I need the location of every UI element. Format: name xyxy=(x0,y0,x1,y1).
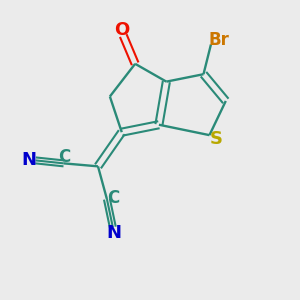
Text: C: C xyxy=(58,148,70,166)
Text: N: N xyxy=(22,152,37,169)
Text: S: S xyxy=(209,130,223,148)
Text: Br: Br xyxy=(209,31,230,49)
Text: C: C xyxy=(107,189,120,207)
Text: N: N xyxy=(107,224,122,242)
Text: O: O xyxy=(114,21,129,39)
